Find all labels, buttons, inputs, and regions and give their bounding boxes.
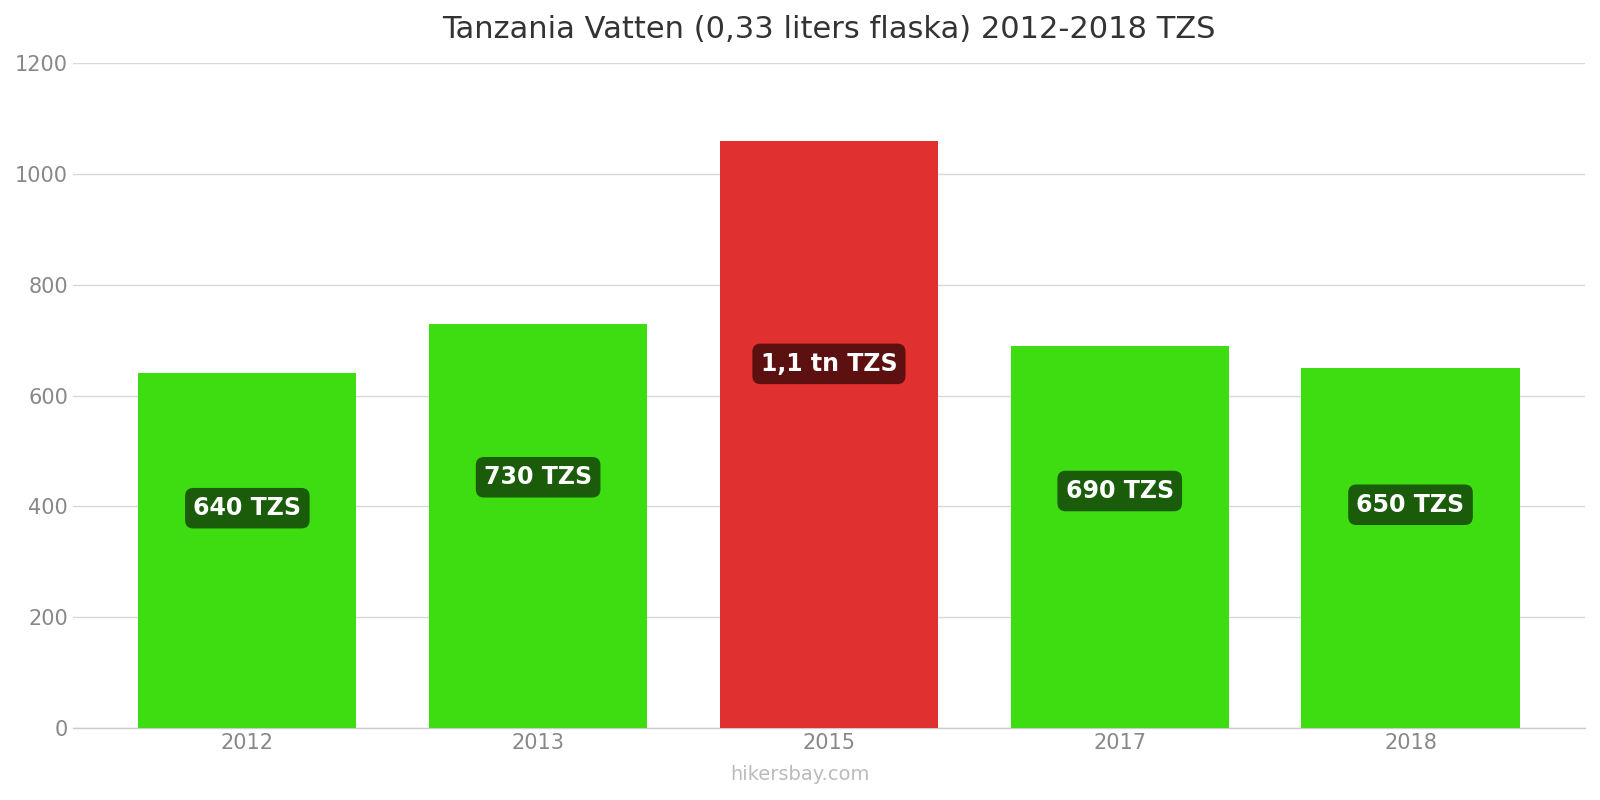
Title: Tanzania Vatten (0,33 liters flaska) 2012-2018 TZS: Tanzania Vatten (0,33 liters flaska) 201… bbox=[442, 15, 1216, 44]
Bar bbox=[429, 323, 646, 728]
Bar bbox=[720, 141, 938, 728]
Text: 640 TZS: 640 TZS bbox=[194, 496, 301, 520]
Bar bbox=[1301, 368, 1520, 728]
Text: 730 TZS: 730 TZS bbox=[485, 466, 592, 490]
Text: 1,1 tn TZS: 1,1 tn TZS bbox=[760, 352, 898, 376]
Text: 690 TZS: 690 TZS bbox=[1066, 479, 1174, 503]
Text: 650 TZS: 650 TZS bbox=[1357, 493, 1464, 517]
Bar bbox=[1011, 346, 1229, 728]
Text: hikersbay.com: hikersbay.com bbox=[730, 765, 870, 784]
Bar bbox=[138, 374, 357, 728]
